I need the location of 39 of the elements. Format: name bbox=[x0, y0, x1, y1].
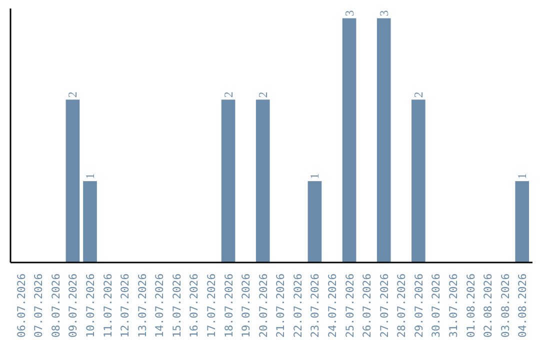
x-tick-label: 25.07.2026 bbox=[343, 274, 356, 338]
x-tick-label: 20.07.2026 bbox=[256, 274, 270, 338]
data-label: 1 bbox=[515, 173, 530, 180]
x-tick-label: 17.07.2026 bbox=[205, 274, 218, 338]
x-tick-label: 24.07.2026 bbox=[326, 274, 339, 338]
x-tick-label: 10.07.2026 bbox=[84, 274, 98, 338]
data-label: 2 bbox=[256, 92, 270, 98]
x-tick-label: 13.07.2026 bbox=[136, 274, 149, 338]
x-tick-label: 21.07.2026 bbox=[274, 274, 288, 338]
x-tick-label: 18.07.2026 bbox=[222, 274, 236, 338]
x-tick-label: 19.07.2026 bbox=[240, 274, 253, 338]
x-tick-label: 29.07.2026 bbox=[412, 274, 426, 338]
x-tick-label: 06.07.2026 bbox=[14, 274, 28, 338]
x-tick-label: 04.08.2026 bbox=[516, 274, 530, 338]
x-tick-label: 07.07.2026 bbox=[32, 274, 46, 338]
x-tick-label: 30.07.2026 bbox=[430, 274, 443, 338]
data-label: 1 bbox=[308, 173, 322, 180]
x-tick-label: 15.07.2026 bbox=[170, 274, 184, 338]
x-tick-label: 02.08.2026 bbox=[482, 274, 495, 338]
x-tick-label: 26.07.2026 bbox=[360, 274, 374, 338]
data-label: 1 bbox=[83, 173, 98, 180]
x-tick-label: 28.07.2026 bbox=[395, 274, 408, 338]
data-label: 3 bbox=[376, 10, 391, 16]
x-tick-label: 12.07.2026 bbox=[118, 274, 132, 338]
x-tick-label: 01.08.2026 bbox=[464, 274, 478, 338]
x-tick-label: 09.07.2026 bbox=[66, 274, 80, 338]
x-tick-label: 27.07.2026 bbox=[378, 274, 391, 338]
x-tick-label: 11.07.2026 bbox=[101, 274, 114, 338]
x-tick-label: 31.07.2026 bbox=[446, 274, 460, 338]
x-tick-label: 16.07.2026 bbox=[188, 274, 201, 338]
x-tick-label: 08.07.2026 bbox=[49, 274, 62, 338]
data-label: 3 bbox=[342, 10, 356, 16]
x-tick-label: 23.07.2026 bbox=[308, 274, 322, 338]
x-tick-label: 22.07.2026 bbox=[291, 274, 304, 338]
x-tick-label: 03.08.2026 bbox=[498, 274, 512, 338]
data-label: 2 bbox=[411, 92, 426, 98]
data-label: 2 bbox=[221, 92, 236, 98]
data-label: 2 bbox=[66, 92, 80, 98]
x-tick-label: 14.07.2026 bbox=[153, 274, 166, 338]
